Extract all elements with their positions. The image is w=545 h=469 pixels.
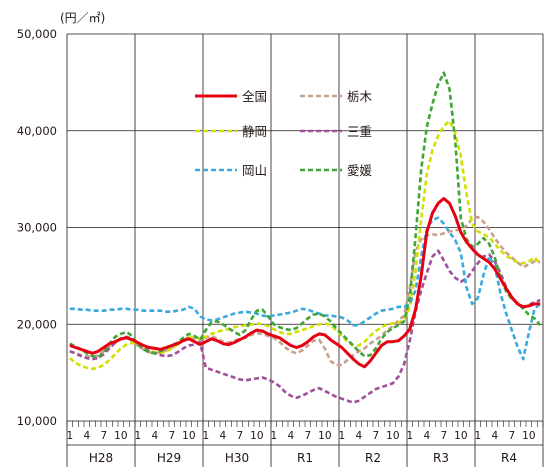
y-tick-label: 20,000 xyxy=(17,317,57,331)
month-tick-label: 1 xyxy=(202,430,209,442)
year-tick-label: R2 xyxy=(365,451,381,465)
y-tick-label: 50,000 xyxy=(17,27,57,41)
y-tick-label: 10,000 xyxy=(17,414,57,428)
legend-label: 愛媛 xyxy=(347,163,373,178)
year-tick-label: R4 xyxy=(501,451,517,465)
month-tick-label: 10 xyxy=(318,430,331,442)
month-tick-label: 1 xyxy=(134,430,141,442)
month-tick-label: 4 xyxy=(219,430,226,442)
month-tick-label: 10 xyxy=(454,430,467,442)
chart-grid xyxy=(66,33,544,467)
y-axis-unit-label: (円／㎡) xyxy=(60,11,105,25)
month-tick-label: 1 xyxy=(270,430,277,442)
month-tick-label: 10 xyxy=(522,430,535,442)
series-line xyxy=(69,197,541,369)
month-tick-label: 10 xyxy=(250,430,263,442)
y-tick-label: 40,000 xyxy=(17,124,57,138)
month-tick-label: 7 xyxy=(440,430,447,442)
month-tick-label: 1 xyxy=(406,430,413,442)
month-tick-label: 4 xyxy=(423,430,430,442)
series-line xyxy=(69,71,542,359)
month-tick-label: 4 xyxy=(151,430,158,442)
month-tick-label: 4 xyxy=(287,430,294,442)
year-tick-label: H29 xyxy=(157,451,181,465)
month-tick-label: 10 xyxy=(386,430,399,442)
chart-series-lines xyxy=(68,71,542,404)
year-tick-label: H30 xyxy=(225,451,249,465)
month-tick-label: 4 xyxy=(83,430,90,442)
month-tick-label: 4 xyxy=(355,430,362,442)
series-line xyxy=(69,249,541,404)
legend-label: 三重 xyxy=(347,124,372,139)
month-tick-label: 1 xyxy=(66,430,73,442)
month-tick-label: 10 xyxy=(114,430,127,442)
legend-label: 栃木 xyxy=(347,89,373,104)
year-tick-label: H28 xyxy=(89,451,113,465)
month-tick-label: 7 xyxy=(372,430,379,442)
year-tick-label: R3 xyxy=(433,451,449,465)
month-tick-label: 10 xyxy=(182,430,195,442)
series-line xyxy=(69,216,542,361)
month-tick-label: 7 xyxy=(304,430,311,442)
legend-label: 岡山 xyxy=(242,163,267,178)
y-tick-label: 30,000 xyxy=(17,221,57,235)
month-tick-label: 4 xyxy=(491,430,498,442)
month-tick-label: 7 xyxy=(508,430,515,442)
month-tick-label: 1 xyxy=(338,430,345,442)
legend-label: 全国 xyxy=(242,89,267,104)
month-tick-label: 7 xyxy=(236,430,243,442)
month-tick-label: 1 xyxy=(474,430,481,442)
month-tick-label: 7 xyxy=(168,430,175,442)
year-tick-label: R1 xyxy=(297,451,313,465)
legend-label: 静岡 xyxy=(242,124,267,139)
month-tick-label: 7 xyxy=(100,430,107,442)
